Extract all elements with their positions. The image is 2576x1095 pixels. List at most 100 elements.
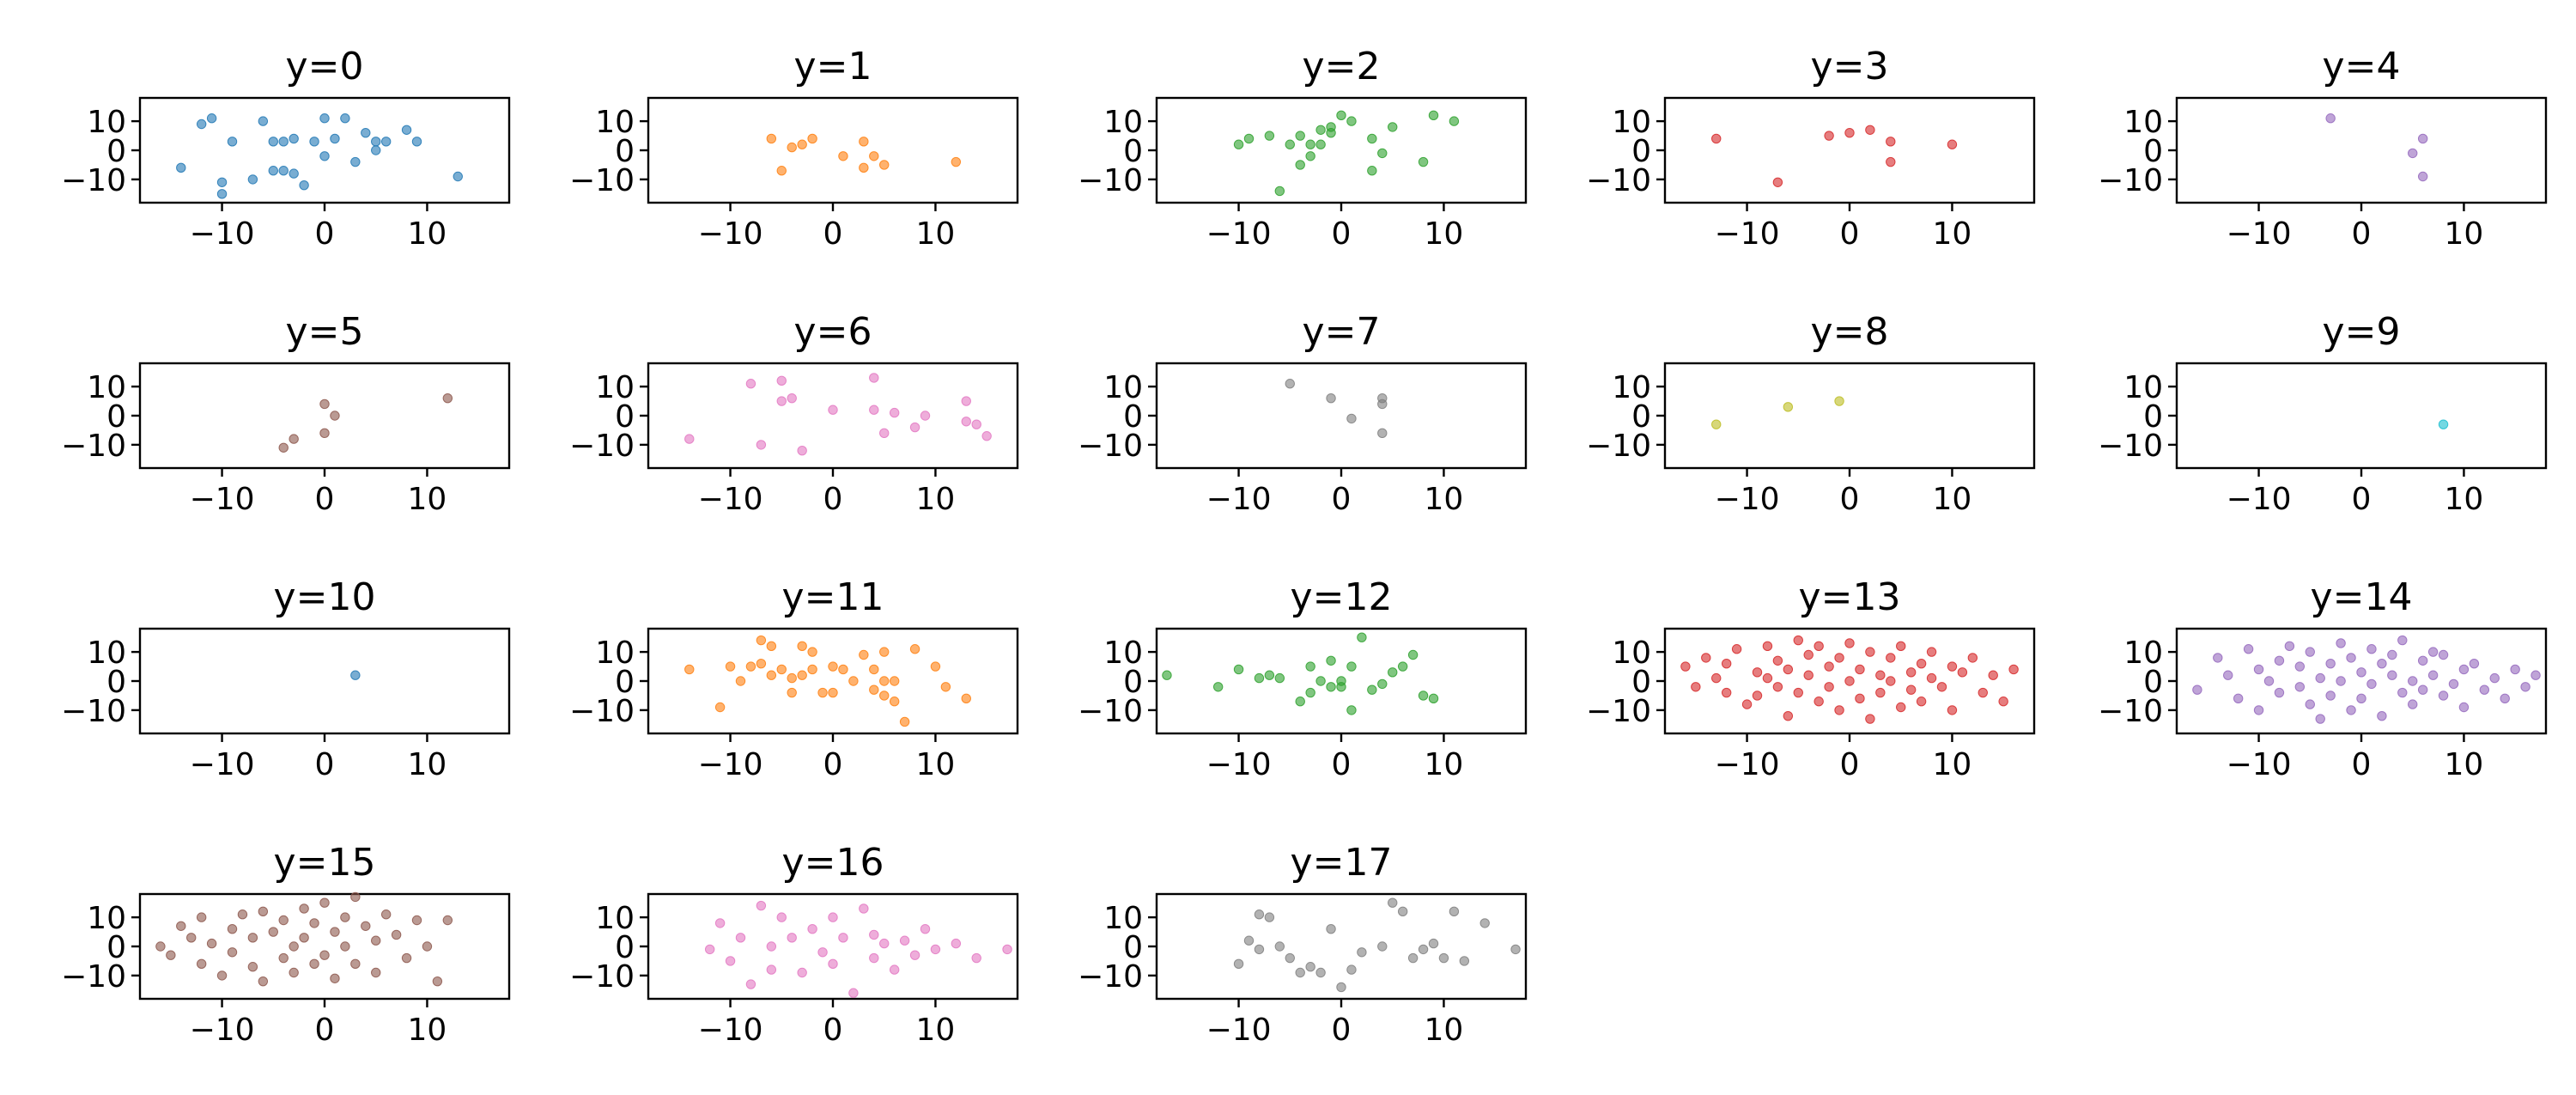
panel-6-point — [756, 440, 767, 450]
panel-13-point — [1762, 672, 1773, 684]
panel-15-point — [299, 933, 309, 943]
panel-13-point — [1691, 682, 1701, 692]
panel-1-point — [797, 139, 807, 149]
panel-4-point — [2417, 171, 2428, 182]
panel-11-point — [735, 676, 746, 686]
panel-17-xtick-label: 10 — [1425, 1013, 1464, 1048]
panel-2-point — [1295, 131, 1305, 141]
panel-3-axes — [1663, 96, 2036, 204]
panel-9-ytick-label: 0 — [2143, 399, 2163, 435]
panel-2-point — [1326, 122, 1336, 132]
panel-13-point — [1896, 702, 1906, 713]
panel-14-point — [2284, 641, 2295, 652]
panel-15-point — [380, 909, 392, 920]
panel-12-ytick-label: 0 — [1123, 665, 1143, 700]
panel-6-axes — [647, 362, 1019, 470]
panel-15-point — [330, 973, 340, 983]
panel-15-point — [442, 915, 453, 926]
panel-17-point — [1346, 964, 1357, 975]
panel-14-point — [2510, 664, 2520, 675]
panel-15-point — [155, 941, 166, 952]
panel-8-title: y=8 — [1811, 310, 1889, 354]
panel-6-point — [787, 392, 797, 404]
panel-17-point — [1377, 941, 1388, 952]
panel-1-point — [859, 137, 869, 147]
panel-0-point — [411, 137, 422, 147]
panel-12-xtick-label: 0 — [1332, 747, 1352, 782]
panel-14-point — [2253, 664, 2264, 675]
panel-16-point — [787, 933, 797, 943]
panel-16-point — [745, 979, 756, 989]
panel-12-ytick-label: 10 — [1103, 636, 1143, 671]
panel-17-point — [1305, 962, 1315, 972]
panel-2-point — [1295, 160, 1305, 170]
panel-13-point — [1855, 664, 1865, 675]
panel-15-point — [361, 921, 371, 931]
panel-12-point — [1295, 697, 1305, 707]
panel-2-point — [1305, 151, 1315, 161]
panel-16-point — [817, 947, 828, 958]
panel-12-point — [1418, 690, 1429, 701]
panel-14-point — [2274, 687, 2285, 698]
panel-12-point — [1326, 655, 1336, 666]
panel-0-ytick-label: 10 — [87, 105, 126, 140]
panel-5-point — [330, 411, 340, 421]
panel-17-point — [1397, 906, 1408, 917]
panel-11-title: y=11 — [782, 575, 884, 619]
panel-15-point — [422, 941, 433, 952]
panel-0-point — [319, 151, 330, 161]
panel-15-point — [237, 909, 248, 920]
panel-8-ytick-label: 0 — [1631, 399, 1651, 435]
panel-10-title: y=10 — [274, 575, 376, 619]
panel-15-point — [176, 921, 186, 931]
panel-14-xtick-label: −10 — [2227, 747, 2292, 782]
panel-0-title: y=0 — [286, 45, 364, 88]
panel-1-ytick-label: 0 — [615, 134, 635, 169]
panel-11-point — [745, 661, 756, 672]
panel-12-point — [1367, 684, 1377, 695]
panel-17-axes — [1155, 892, 1528, 1001]
panel-14-point — [2417, 655, 2428, 666]
panel-14-point — [2408, 676, 2418, 686]
panel-15-point — [196, 912, 207, 922]
panel-16-point — [909, 950, 920, 960]
panel-14-point — [2315, 672, 2325, 684]
panel-6-title: y=6 — [794, 310, 872, 354]
panel-13-point — [1957, 667, 1968, 678]
panel-5-xtick-label: 0 — [315, 482, 335, 517]
panel-11-point — [879, 676, 890, 686]
panel-16-point — [838, 933, 848, 943]
panel-4-axes — [2175, 96, 2548, 204]
panel-3-ytick-label: −10 — [1586, 163, 1651, 198]
panel-14-point — [2192, 684, 2202, 695]
panel-13-point — [1988, 670, 1998, 680]
panel-13-point — [1814, 641, 1824, 652]
panel-12-point — [1254, 672, 1265, 684]
panel-13-point — [1947, 705, 1958, 715]
panel-13-point — [1896, 641, 1906, 652]
panel-13-point — [1936, 682, 1947, 692]
panel-11-point — [879, 647, 890, 657]
panel-15-point — [411, 915, 422, 926]
panel-0-point — [216, 189, 228, 199]
panel-12-point — [1212, 682, 1224, 692]
panel-11-point — [838, 664, 848, 675]
panel-2-point — [1315, 125, 1326, 135]
panel-6-point — [776, 396, 787, 406]
panel-14-point — [2489, 672, 2500, 684]
panel-5-xtick-label: −10 — [190, 482, 255, 517]
panel-15-point — [371, 935, 381, 946]
panel-13-point — [1721, 658, 1732, 669]
panel-10-xtick-label: 10 — [408, 747, 447, 782]
panel-12-point — [1397, 661, 1408, 672]
panel-11-point — [776, 664, 787, 675]
panel-11-point — [797, 641, 807, 652]
panel-17-point — [1315, 967, 1326, 978]
panel-11-point — [889, 676, 900, 686]
panel-15-point — [350, 891, 361, 903]
panel-1-point — [838, 151, 848, 161]
